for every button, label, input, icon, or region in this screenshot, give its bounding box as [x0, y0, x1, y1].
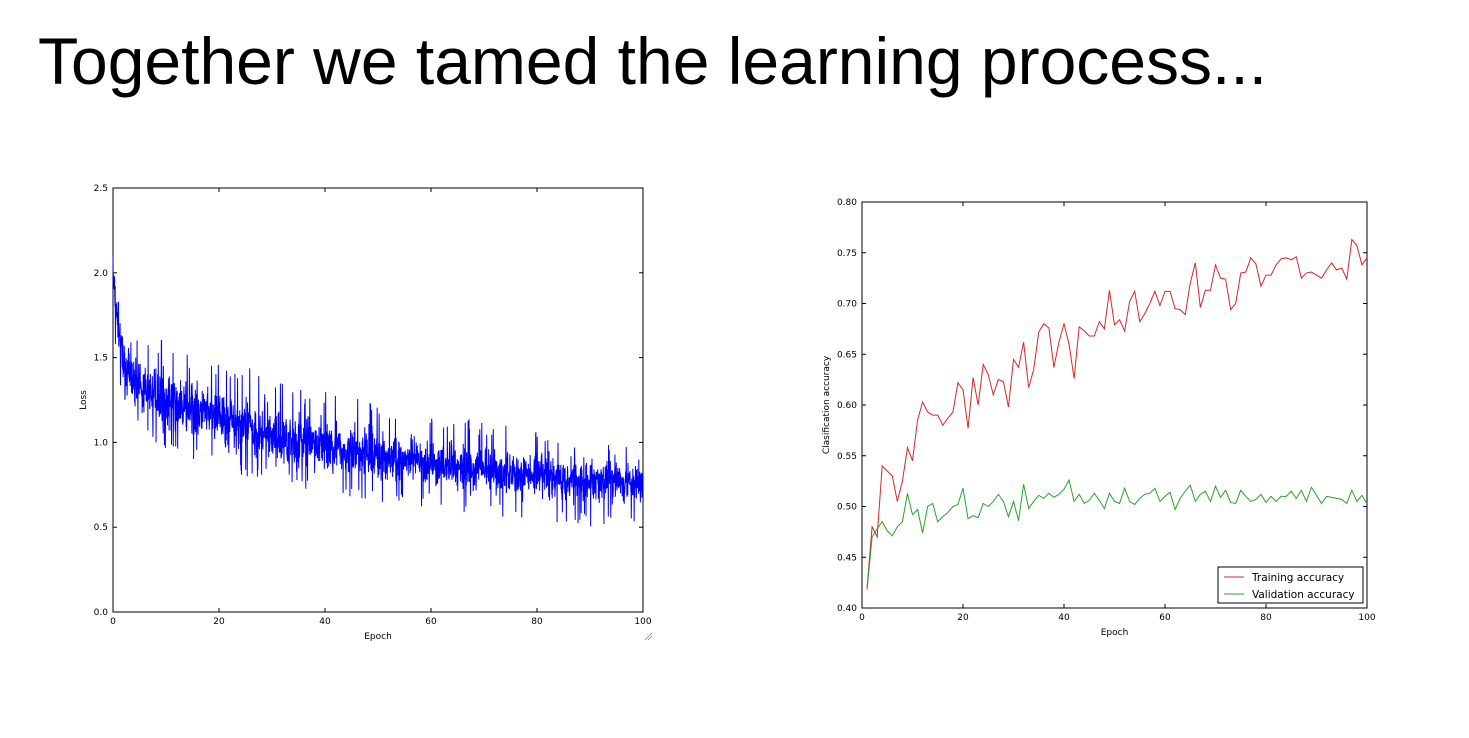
x-tick-label: 100: [1358, 613, 1375, 623]
x-tick-label: 0: [859, 613, 865, 623]
y-tick-label: 1.5: [94, 354, 108, 364]
legend-entry: Validation accuracy: [1252, 589, 1355, 601]
x-tick-label: 80: [531, 617, 543, 627]
y-tick-label: 0.80: [837, 198, 857, 208]
loss-series-line: [112, 256, 644, 527]
y-tick-label: 0.75: [837, 249, 857, 259]
y-tick-label: 0.5: [94, 523, 108, 533]
y-tick-label: 0.60: [837, 401, 857, 411]
y-tick-label: 0.40: [837, 604, 857, 614]
slide-title: Together we tamed the learning process..…: [38, 24, 1268, 98]
x-tick-label: 80: [1260, 613, 1272, 623]
y-tick-label: 0.55: [837, 452, 857, 462]
plot-frame: [861, 201, 1368, 609]
legend-entry: Training accuracy: [1251, 572, 1344, 584]
x-tick-label: 20: [213, 617, 225, 627]
x-tick-label: 40: [1058, 613, 1070, 623]
training-accuracy-line: [866, 238, 1368, 588]
legend: Training accuracy Validation accuracy: [1217, 566, 1364, 604]
loss-chart: 0 20 40 60 80 100 0.0 0.5 1.0 1.5 2.0 2.5 Epoch Loss: [79, 184, 652, 642]
y-tick-label: 1.0: [94, 438, 109, 448]
x-tick-label: 0: [110, 617, 116, 627]
y-tick-label: 0.70: [837, 300, 857, 310]
y-tick-label: 0.0: [94, 608, 109, 618]
x-axis-label: Epoch: [364, 632, 392, 642]
y-tick-label: 2.0: [94, 269, 109, 279]
y-axis-label: Loss: [79, 390, 89, 410]
plot-frame: [112, 187, 644, 613]
x-tick-label: 60: [425, 617, 437, 627]
y-tick-label: 0.50: [837, 503, 857, 513]
resize-grip-icon[interactable]: [644, 632, 652, 640]
x-tick-label: 20: [957, 613, 969, 623]
y-tick-label: 0.45: [837, 553, 857, 563]
x-axis-label: Epoch: [1101, 628, 1129, 638]
legend-box: [1217, 566, 1364, 604]
y-tick-label: 0.65: [837, 350, 857, 360]
x-tick-label: 60: [1159, 613, 1171, 623]
x-tick-label: 100: [634, 617, 651, 627]
x-tick-label: 40: [319, 617, 331, 627]
validation-accuracy-line: [866, 478, 1368, 590]
y-tick-label: 2.5: [94, 184, 108, 194]
y-axis-label: Clasification accuracy: [822, 355, 832, 454]
accuracy-chart: 0 20 40 60 80 100 0.40 0.45 0.50 0.55 0.60 0.65 0.70…: [822, 198, 1376, 638]
